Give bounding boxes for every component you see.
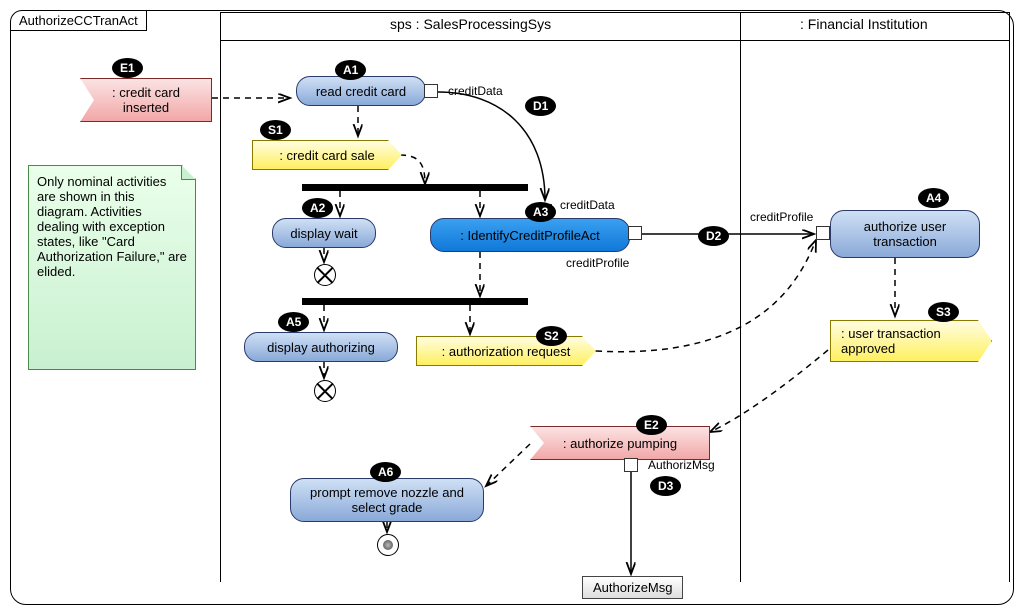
signal-label: : user transaction approved [841,326,981,356]
badge-s1: S1 [260,120,291,140]
activity-authorize-user-transaction: authorize user transaction [830,210,980,258]
activity-final [377,534,399,556]
signal-credit-card-sale: : credit card sale [252,140,402,170]
activity-read-credit-card: read credit card [296,76,426,106]
event-label: : authorize pumping [563,436,677,451]
signal-user-transaction-approved: : user transaction approved [830,320,992,362]
badge-s2: S2 [536,326,567,346]
activity-label: authorize user transaction [839,219,971,249]
flow-final-2 [314,380,336,402]
diagram-note-text: Only nominal activities are shown in thi… [37,174,187,279]
flow-final-1 [314,264,336,286]
partition-header-line [220,40,1010,41]
pin-label: AuthorizMsg [648,458,715,472]
activity-label: prompt remove nozzle and select grade [299,485,475,515]
frame-title: AuthorizeCCTranAct [10,10,147,31]
pin-label: creditData [560,198,615,212]
object-node-authorizemsg: AuthorizeMsg [582,576,683,599]
pin-label: creditProfile [750,210,813,224]
badge-s3: S3 [928,302,959,322]
signal-authorization-request: : authorization request [416,336,596,366]
activity-label: display authorizing [267,340,375,355]
event-label: : credit card inserted [91,85,201,115]
activity-identify-credit-profile: : IdentifyCreditProfileAct [430,218,630,252]
diagram-note: Only nominal activities are shown in thi… [28,165,196,370]
activity-label: display wait [290,226,357,241]
badge-e2: E2 [636,415,667,435]
fork-bar-1 [302,184,528,191]
signal-label: : credit card sale [279,148,374,163]
event-authorize-pumping: : authorize pumping [530,426,710,460]
pin-a1-out [424,84,438,98]
partition-sps-label: sps : SalesProcessingSys [390,16,551,32]
activity-label: read credit card [316,84,406,99]
activity-prompt-remove-nozzle: prompt remove nozzle and select grade [290,478,484,522]
fork-bar-2 [302,298,528,305]
pin-a3-out [628,226,642,240]
badge-e1: E1 [112,58,143,78]
event-credit-card-inserted: : credit card inserted [80,78,212,122]
partition-fin-label: : Financial Institution [800,16,928,32]
activity-label: : IdentifyCreditProfileAct [460,228,599,243]
activity-display-wait: display wait [272,218,376,248]
pin-label: creditProfile [566,256,629,270]
pin-a4-in [816,226,830,240]
activity-display-authorizing: display authorizing [244,332,398,362]
partition-divider [740,12,741,582]
pin-label: creditData [448,84,503,98]
pin-e2-out [624,458,638,472]
